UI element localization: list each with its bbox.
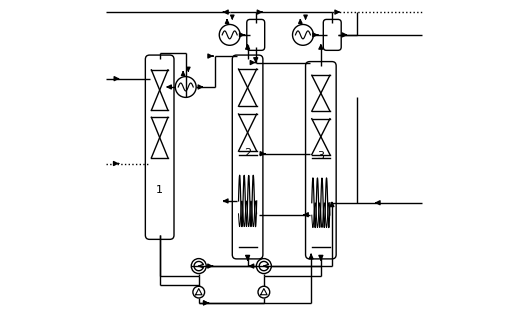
- Text: 3: 3: [318, 151, 324, 162]
- FancyBboxPatch shape: [247, 19, 264, 50]
- FancyBboxPatch shape: [145, 55, 174, 239]
- FancyBboxPatch shape: [232, 55, 263, 259]
- Text: 1: 1: [156, 185, 163, 195]
- Text: 2: 2: [244, 148, 251, 158]
- FancyBboxPatch shape: [323, 19, 341, 50]
- FancyBboxPatch shape: [305, 61, 336, 259]
